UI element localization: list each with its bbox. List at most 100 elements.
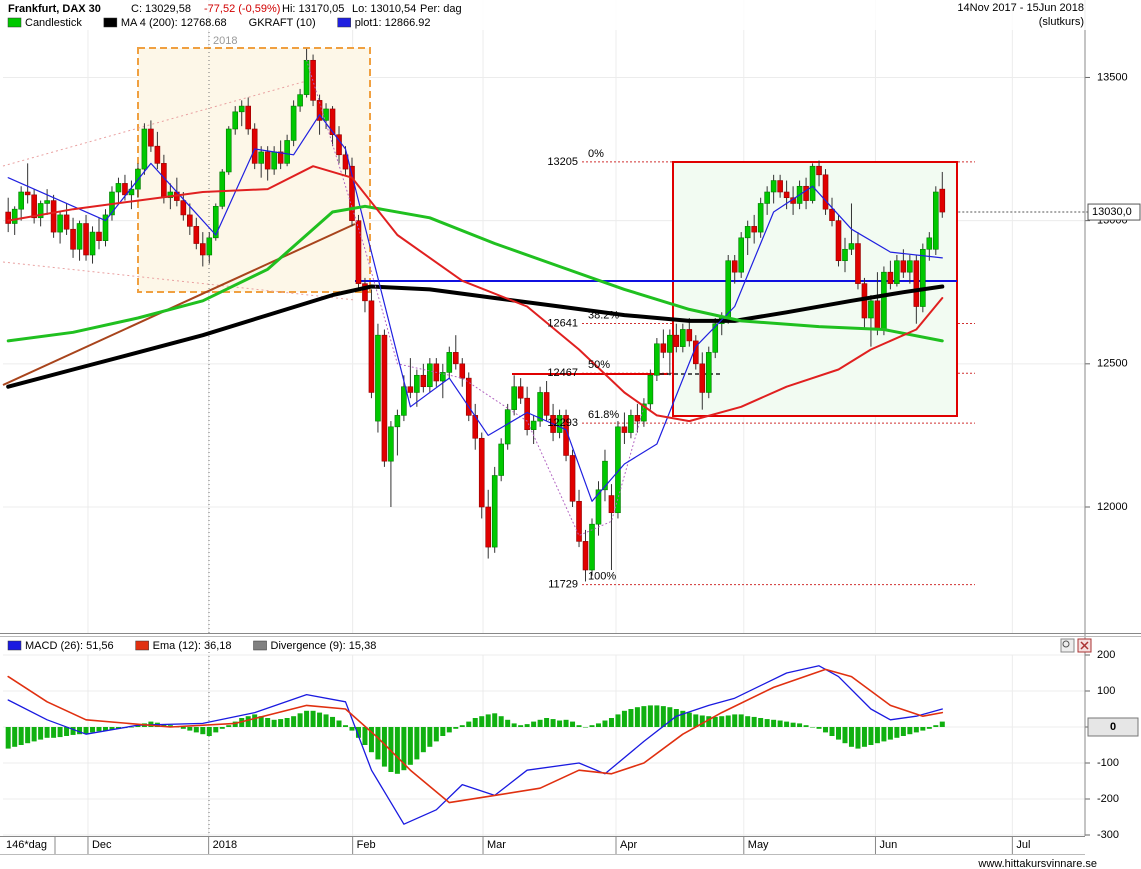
histogram-bar [258, 716, 264, 727]
candle-body [835, 220, 842, 262]
histogram-bar [51, 727, 57, 738]
fib-label: 50% [588, 359, 610, 371]
histogram-bar [913, 727, 919, 733]
histogram-bar [70, 727, 76, 735]
footer: www.hittakursvinnare.se [977, 858, 1097, 869]
histogram-bar [96, 727, 102, 732]
histogram-bar [180, 727, 186, 729]
histogram-bar [660, 706, 666, 727]
candle-body [336, 134, 342, 156]
histogram-bar [595, 723, 601, 727]
date-range: 14Nov 2017 - 15Jun 2018 [957, 2, 1084, 14]
x-axis-label: 146*dag [6, 839, 47, 851]
candle-body [543, 392, 550, 416]
candle-body [491, 475, 498, 548]
header-background [0, 0, 1141, 30]
histogram-bar [271, 719, 277, 727]
histogram-bar [265, 718, 271, 727]
histogram-bar [381, 727, 387, 767]
series-line [7, 114, 943, 502]
histogram-bar [751, 716, 757, 727]
candle-body [420, 374, 427, 388]
candle-body [388, 426, 394, 462]
histogram-bar [576, 725, 582, 727]
title: Frankfurt, DAX 30 [8, 3, 101, 15]
histogram-bar [874, 727, 880, 744]
histogram-bar [200, 727, 206, 735]
candle-body [122, 183, 128, 196]
candle-body [167, 191, 174, 199]
y-tick-label: 200 [1097, 649, 1115, 661]
histogram-bar [602, 720, 608, 727]
candle-body [232, 111, 239, 130]
candle-body [148, 128, 154, 147]
candle-body [375, 334, 381, 422]
histogram-bar [745, 716, 751, 727]
candle-body [459, 363, 466, 379]
candle-body [803, 185, 809, 201]
candle-body [751, 226, 757, 233]
histogram-bar [466, 721, 472, 727]
histogram-bar [343, 725, 349, 727]
x-tick-label: Jul [1016, 839, 1030, 851]
histogram-bar [881, 727, 887, 742]
histogram-bar [699, 715, 705, 727]
candle-body [18, 191, 24, 210]
histogram-bar [887, 727, 893, 740]
histogram-bar [12, 727, 18, 747]
histogram-bar [401, 727, 407, 771]
fib-label: 61.8% [588, 409, 619, 421]
candle-body [329, 108, 336, 136]
fib-price: 13205 [547, 156, 578, 168]
legend-label: Ema (12): 36,18 [153, 640, 232, 652]
histogram-bar [330, 716, 336, 727]
candle-body [589, 523, 595, 571]
candle-body [355, 220, 362, 284]
series-line [306, 59, 645, 537]
histogram-bar [706, 716, 712, 727]
histogram-bar [933, 725, 939, 727]
candle-body [777, 180, 783, 193]
histogram-bar [135, 725, 141, 727]
candle-body [939, 188, 946, 213]
histogram-bar [719, 716, 725, 727]
legend-swatch [253, 640, 267, 651]
candle-body [63, 214, 70, 230]
zoom-button[interactable] [1060, 638, 1075, 653]
candle-body [634, 415, 641, 422]
histogram-bar [848, 727, 854, 747]
histogram-bar [926, 727, 932, 729]
histogram-bar [518, 725, 524, 727]
candle-body [673, 334, 680, 347]
candle-body [816, 165, 822, 176]
histogram-bar [472, 718, 478, 727]
legend-label: MACD (26): 51,56 [25, 640, 114, 652]
fib-price: 11729 [548, 579, 578, 591]
histogram-bar [777, 720, 783, 727]
histogram-bar [764, 719, 770, 727]
legend-swatch [135, 640, 149, 651]
candle-body [667, 334, 673, 353]
candle-body [180, 200, 187, 216]
candle-body [83, 223, 89, 256]
histogram-bar [187, 727, 193, 731]
histogram-bar [829, 727, 835, 736]
x-tick-label: Jun [879, 839, 897, 851]
candle-body [809, 165, 816, 201]
histogram-bar [524, 724, 530, 727]
candle-body [602, 460, 608, 491]
y-tick-label: 100 [1097, 685, 1115, 697]
histogram-bar [77, 727, 83, 735]
histogram-bar [479, 716, 485, 727]
candle-body [894, 260, 900, 284]
histogram-bar [102, 727, 108, 731]
change: -77,52 (-0,59%) [204, 3, 280, 15]
histogram-bar [920, 727, 926, 731]
histogram-bar [583, 727, 589, 728]
candle-body [427, 363, 433, 388]
histogram-bar [738, 714, 744, 727]
drawings [2, 0, 958, 836]
histogram-bar [544, 718, 550, 727]
candle-body [219, 171, 226, 207]
